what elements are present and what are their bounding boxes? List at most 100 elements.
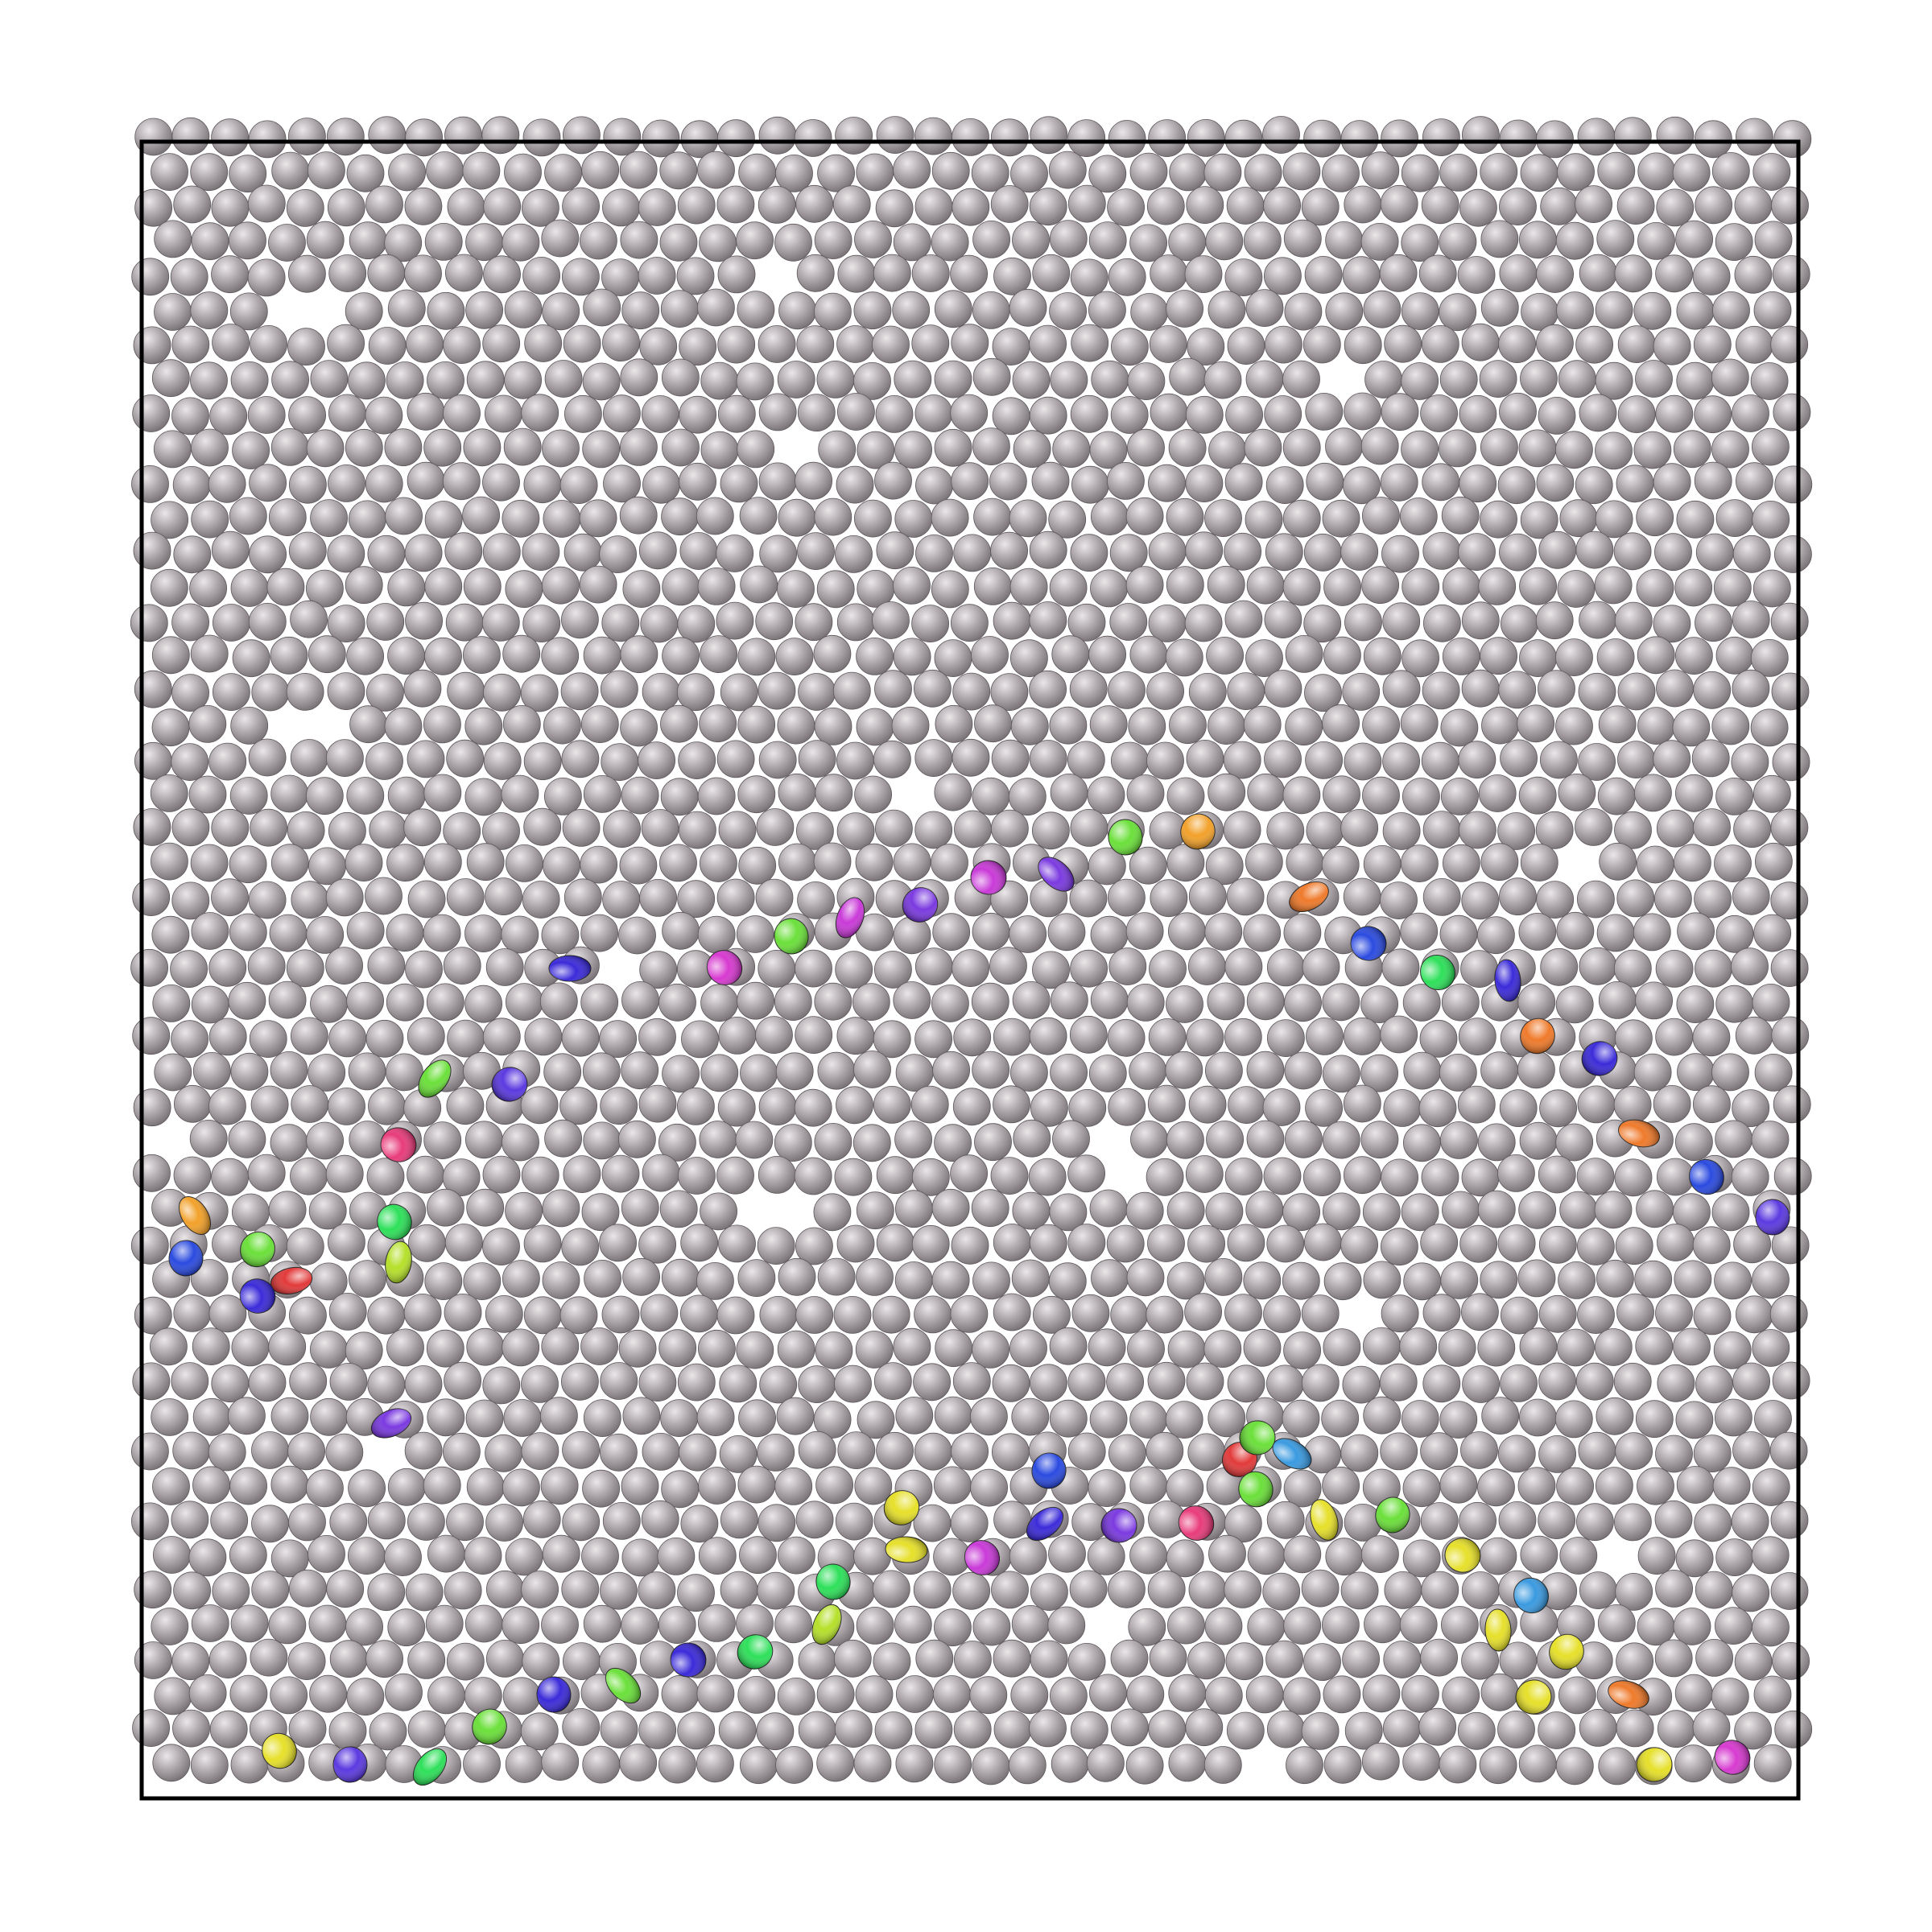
particle	[1051, 635, 1090, 674]
particle	[384, 707, 423, 745]
particle	[1344, 1504, 1382, 1542]
particle	[1262, 116, 1300, 154]
particle	[1321, 1399, 1360, 1438]
particle	[1773, 393, 1811, 431]
particle	[913, 1571, 952, 1609]
particle	[403, 808, 442, 847]
particle	[173, 185, 212, 224]
particle	[893, 916, 931, 955]
particle	[1613, 949, 1652, 988]
particle	[423, 1466, 461, 1505]
particle	[873, 1020, 911, 1059]
particle	[1559, 1537, 1598, 1575]
particle	[794, 1088, 832, 1127]
particle	[1498, 1501, 1537, 1539]
particle	[952, 1362, 991, 1400]
particle	[446, 739, 485, 778]
particle	[814, 982, 852, 1021]
particle	[1480, 1673, 1519, 1711]
particle	[795, 184, 834, 223]
particle	[188, 775, 227, 814]
particle	[208, 742, 247, 781]
particle	[1091, 497, 1129, 535]
particle	[972, 427, 1010, 465]
particle	[291, 1085, 329, 1123]
particle	[1498, 671, 1537, 709]
particle	[1188, 877, 1227, 915]
particle	[818, 430, 857, 469]
particle	[543, 846, 580, 885]
particle	[520, 1086, 559, 1125]
particle	[1224, 1294, 1262, 1331]
particle	[911, 324, 950, 363]
particle	[345, 1331, 383, 1370]
defect-particle-shading	[413, 1748, 447, 1785]
particle	[1166, 566, 1204, 604]
particle	[345, 566, 383, 605]
particle	[1772, 1641, 1810, 1680]
particle	[1282, 568, 1321, 606]
particle	[599, 1224, 637, 1262]
particle	[855, 843, 894, 881]
particle	[1148, 605, 1187, 642]
particle	[287, 254, 326, 293]
particle	[559, 1087, 597, 1125]
defect-particle-shading	[1516, 1679, 1551, 1715]
particle	[620, 358, 658, 397]
particle	[1536, 120, 1574, 159]
particle	[1519, 221, 1557, 259]
particle	[1714, 1398, 1752, 1437]
particle	[1382, 602, 1421, 641]
particle	[1048, 500, 1087, 539]
particle	[795, 1501, 834, 1539]
particle	[1089, 1674, 1127, 1712]
particle	[1732, 1431, 1770, 1469]
particle	[462, 151, 501, 190]
particle	[1656, 669, 1694, 708]
particle	[873, 1642, 911, 1681]
particle	[1090, 915, 1129, 954]
particle	[1538, 1362, 1576, 1401]
particle	[541, 1327, 580, 1365]
particle	[443, 326, 481, 365]
particle	[1480, 500, 1517, 539]
particle	[1442, 638, 1480, 675]
particle	[1595, 291, 1633, 329]
particle	[1518, 1744, 1557, 1783]
particle	[1731, 1502, 1769, 1541]
particle	[854, 1467, 893, 1505]
particle	[1677, 1053, 1715, 1092]
particle	[250, 324, 288, 363]
particle	[443, 394, 481, 432]
particle	[1187, 1641, 1225, 1680]
particle	[1208, 1534, 1246, 1573]
particle	[619, 496, 658, 535]
particle	[465, 223, 503, 262]
particle	[778, 1536, 815, 1575]
particle	[1108, 1088, 1146, 1126]
particle	[580, 705, 619, 743]
particle	[1208, 431, 1246, 469]
particle	[638, 1225, 676, 1264]
particle	[642, 395, 679, 433]
particle	[603, 810, 641, 848]
particle	[268, 224, 306, 262]
particle	[1243, 221, 1282, 260]
particle	[1615, 1573, 1653, 1611]
particle	[853, 361, 891, 400]
particle	[737, 705, 776, 744]
particle	[1754, 1054, 1793, 1092]
particle	[268, 498, 307, 536]
particle	[150, 774, 188, 812]
particle	[638, 1018, 676, 1056]
particle	[1146, 1158, 1184, 1196]
particle	[423, 705, 461, 744]
defect-particle-shading	[1273, 1439, 1311, 1469]
particle	[599, 1020, 638, 1058]
particle	[1322, 1055, 1360, 1093]
particle	[1480, 153, 1518, 191]
particle	[893, 567, 931, 605]
particle	[464, 914, 502, 952]
particle	[1402, 1674, 1439, 1713]
